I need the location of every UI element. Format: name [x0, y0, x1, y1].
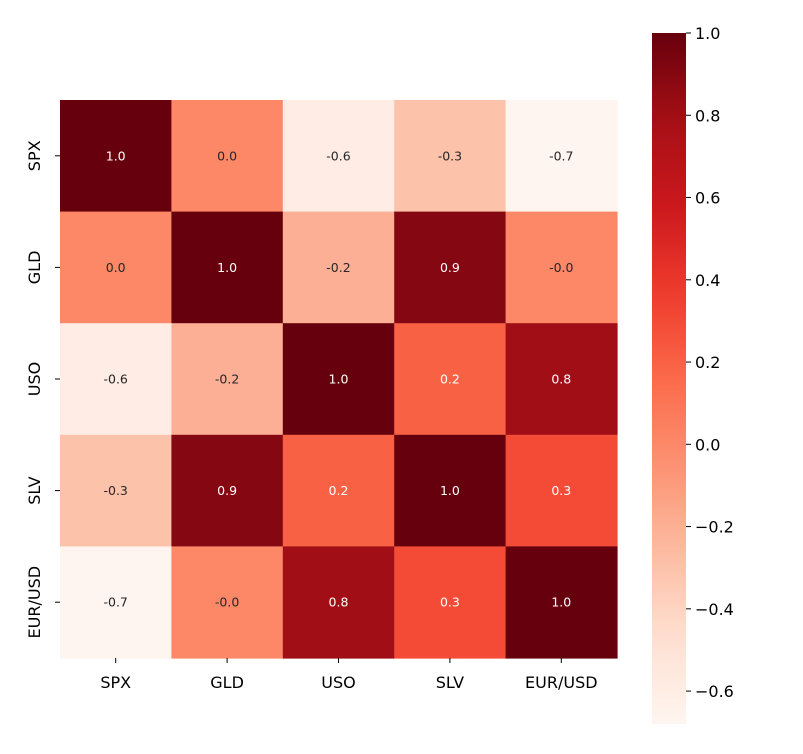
cell-annotation: -0.2: [215, 372, 239, 387]
colorbar-tick-label: 0.0: [695, 435, 720, 454]
colorbar-tick-label: 0.4: [695, 271, 720, 290]
heatmap-cell-gld-spx: [60, 211, 172, 324]
heatmap-cell-uso-eur-usd: [505, 323, 618, 436]
cell-annotation: 0.3: [440, 595, 460, 610]
heatmap-cell-eur-usd-spx: [60, 546, 172, 659]
cell-annotation: 1.0: [440, 483, 460, 498]
cell-annotation: -0.3: [104, 483, 128, 498]
cell-annotation: -0.6: [326, 148, 350, 163]
cell-annotation: 0.0: [217, 148, 237, 163]
heatmap-cell-uso-uso: [282, 323, 395, 436]
colorbar-tick-label: 0.6: [695, 189, 720, 208]
heatmap-cell-uso-gld: [171, 323, 284, 436]
heatmap-cell-eur-usd-uso: [282, 546, 395, 659]
cell-annotation: 0.9: [217, 483, 237, 498]
x-axis: SPX GLD USO SLV EUR/USD: [100, 658, 598, 692]
heatmap-cell-gld-uso: [282, 211, 395, 324]
heatmap-cells: [60, 100, 618, 659]
colorbar: 1.0 0.8 0.6 0.4 0.2 0.0 −0.2 −0.4 −0.6: [652, 24, 734, 724]
cell-annotation: 1.0: [217, 260, 237, 275]
cell-annotation: 1.0: [329, 372, 349, 387]
colorbar-tick-label: 1.0: [695, 24, 720, 43]
x-tick-label: SLV: [436, 673, 464, 692]
heatmap-cell-eur-usd-slv: [394, 546, 507, 659]
heatmap-cell-spx-slv: [394, 100, 507, 213]
heatmap-cell-spx-gld: [171, 100, 284, 213]
heatmap-cell-spx-eur-usd: [505, 100, 618, 213]
cell-annotation: 1.0: [551, 595, 571, 610]
cell-annotation: -0.7: [549, 148, 573, 163]
y-tick-label: SLV: [25, 476, 44, 504]
colorbar-gradient: [652, 33, 686, 724]
colorbar-tick-label: −0.6: [695, 682, 734, 701]
heatmap-cell-uso-spx: [60, 323, 172, 436]
cell-annotation: 1.0: [106, 148, 126, 163]
cell-annotation: 0.8: [329, 595, 349, 610]
heatmap-cell-slv-gld: [171, 434, 284, 547]
cell-annotation: 0.2: [329, 483, 349, 498]
heatmap-cell-slv-spx: [60, 434, 172, 547]
heatmap-cell-eur-usd-eur-usd: [505, 546, 618, 659]
colorbar-tick-label: 0.2: [695, 353, 720, 372]
x-tick-label: EUR/USD: [525, 673, 598, 692]
colorbar-tick-label: −0.2: [695, 518, 734, 537]
cell-annotation: -0.2: [326, 260, 350, 275]
colorbar-tick-label: 0.8: [695, 106, 720, 125]
cell-annotation: 0.3: [551, 483, 571, 498]
x-tick-label: USO: [321, 673, 355, 692]
heatmap-cell-slv-eur-usd: [505, 434, 618, 547]
heatmap-cell-slv-uso: [282, 434, 395, 547]
heatmap-cell-eur-usd-gld: [171, 546, 284, 659]
cell-annotation: -0.6: [104, 372, 128, 387]
cell-annotation: -0.3: [438, 148, 462, 163]
heatmap-cell-slv-slv: [394, 434, 507, 547]
colorbar-tick-label: −0.4: [695, 600, 734, 619]
cell-annotation: 0.2: [440, 372, 460, 387]
cell-annotation: 0.9: [440, 260, 460, 275]
y-tick-label: SPX: [25, 140, 44, 171]
y-tick-label: USO: [25, 362, 44, 396]
y-tick-label: GLD: [25, 251, 44, 285]
y-tick-label: EUR/USD: [25, 566, 44, 639]
cell-annotation: -0.7: [104, 595, 128, 610]
heatmap-annotations: 1.0 0.0 -0.6 -0.3 -0.7 0.0 1.0 -0.2 0.9 -0.0 -0.6 -…: [104, 148, 574, 609]
y-axis: SPX GLD USO SLV EUR/USD: [25, 140, 60, 638]
heatmap-cell-gld-gld: [171, 211, 284, 324]
cell-annotation: 0.0: [106, 260, 126, 275]
cell-annotation: 0.8: [551, 372, 571, 387]
heatmap-cell-spx-spx: [60, 100, 172, 213]
cell-annotation: -0.0: [549, 260, 573, 275]
heatmap-cell-gld-slv: [394, 211, 507, 324]
heatmap-cell-uso-slv: [394, 323, 507, 436]
heatmap-cell-spx-uso: [282, 100, 395, 213]
x-tick-label: SPX: [100, 673, 131, 692]
heatmap-cell-gld-eur-usd: [505, 211, 618, 324]
cell-annotation: -0.0: [215, 595, 239, 610]
x-tick-label: GLD: [210, 673, 244, 692]
